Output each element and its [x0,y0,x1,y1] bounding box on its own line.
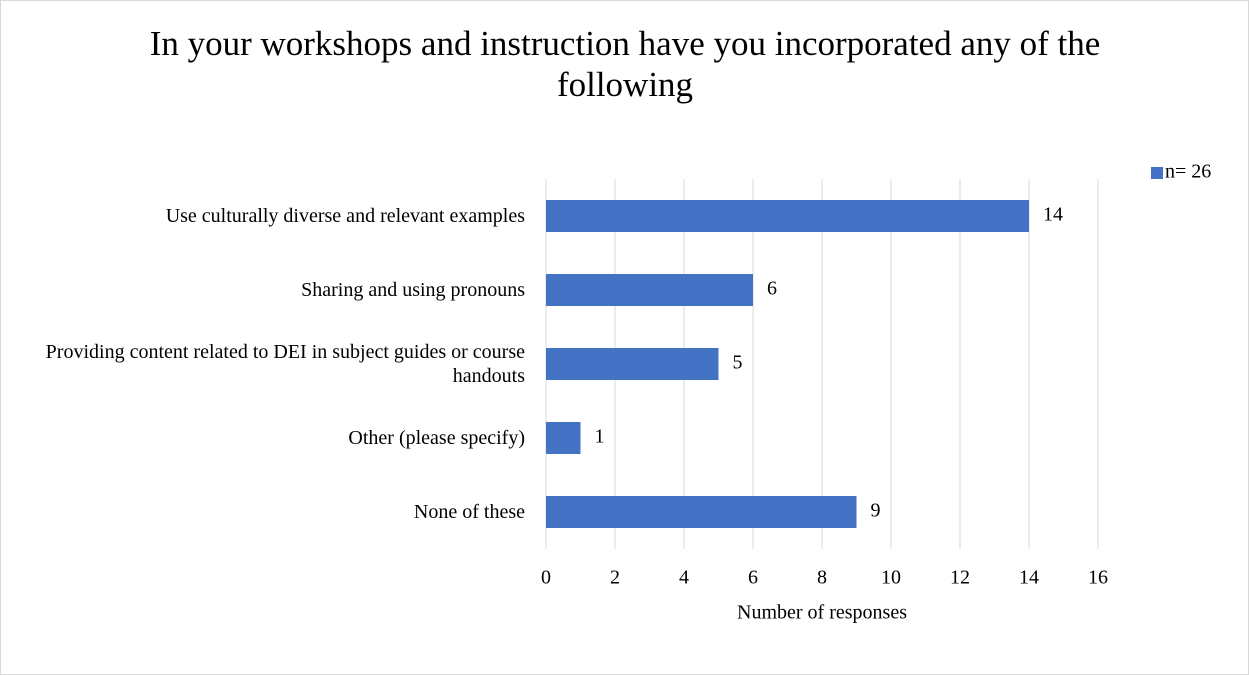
x-tick-label: 0 [541,567,551,589]
bar [546,422,581,454]
y-tick-label: Use culturally diverse and relevant exam… [165,205,525,227]
x-tick-label: 12 [950,567,970,589]
value-label: 6 [767,278,777,300]
chart-title: In your workshops and instruction have y… [149,24,1101,104]
x-tick-label: 6 [748,567,758,589]
x-tick-label: 16 [1088,567,1108,589]
value-label: 1 [595,426,605,448]
legend-label: n= 26 [1165,161,1211,183]
bar [546,200,1029,232]
y-tick-label: Providing content related to DEI in subj… [45,341,525,387]
value-label: 5 [733,352,743,374]
y-tick-label: Other (please specify) [348,427,525,449]
bar [546,274,753,306]
value-label: 9 [871,500,881,522]
bar [546,496,857,528]
x-tick-label: 10 [881,567,901,589]
y-tick-label: Sharing and using pronouns [301,279,525,301]
x-tick-label: 4 [679,567,689,589]
y-tick-label: None of these [413,501,525,523]
value-label: 14 [1043,204,1063,226]
x-axis-title: Number of responses [737,602,907,624]
legend-swatch [1151,167,1163,179]
x-tick-label: 14 [1019,567,1039,589]
x-tick-label: 8 [817,567,827,589]
x-tick-label: 2 [610,567,620,589]
bar [546,348,719,380]
